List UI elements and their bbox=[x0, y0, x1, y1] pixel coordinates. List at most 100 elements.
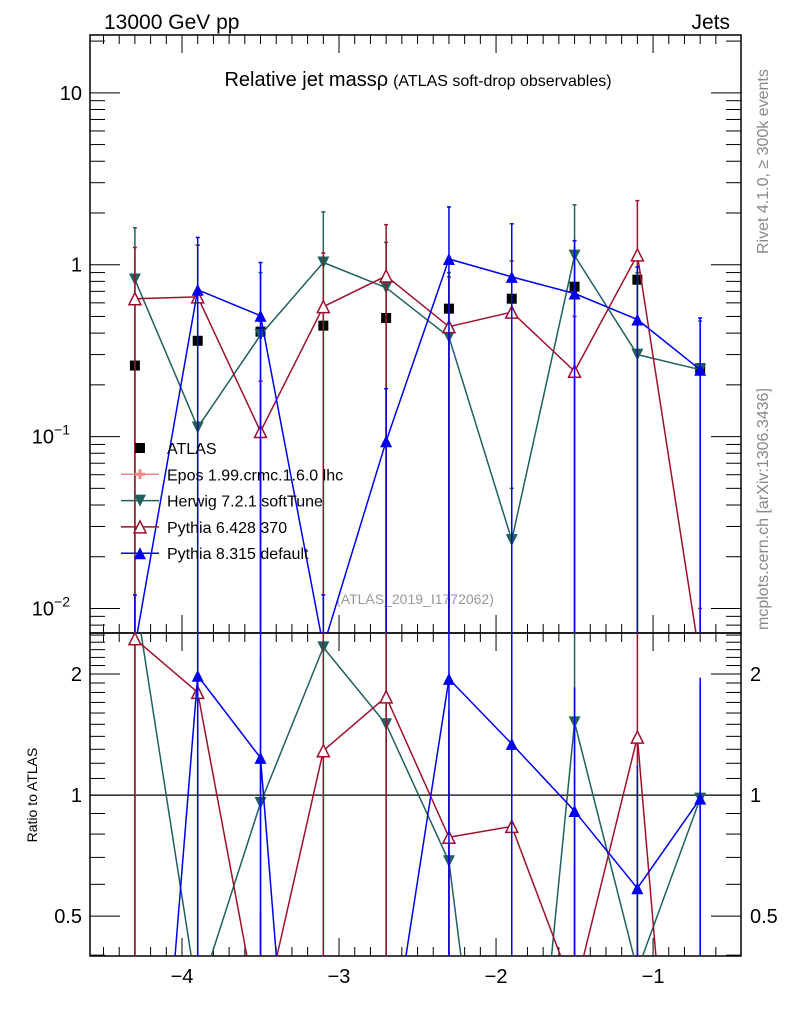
ratio-plot-frame bbox=[89, 632, 742, 957]
legend-label-herwig-7-2-1-softtune: Herwig 7.2.1 softTune bbox=[167, 494, 323, 511]
ratio-point-pythia-6-428-370 bbox=[316, 743, 331, 758]
ratio-line-pythia-8-315-default bbox=[197, 675, 262, 759]
series-line-pythia-8-315-default bbox=[197, 289, 261, 317]
series-line-herwig-7-2-1-softtune bbox=[259, 262, 324, 336]
series-line-pythia-8-315-default bbox=[448, 258, 512, 278]
legend-marker-herwig-7-2-1-softtune bbox=[134, 494, 146, 507]
chart-subtitle: (ATLAS soft-drop observables) bbox=[393, 73, 611, 90]
series-line-pythia-6-428-370 bbox=[134, 296, 198, 300]
series-line-herwig-7-2-1-softtune bbox=[573, 255, 639, 355]
ratio-line-herwig-7-2-1-softtune bbox=[259, 647, 325, 804]
ratio-line-pythia-6-428-370 bbox=[134, 638, 199, 693]
watermark: (ATLAS_2019_I1772062) bbox=[336, 591, 494, 607]
ratio-ylabel: Ratio to ATLAS bbox=[24, 748, 40, 843]
point-pythia-8-315-default bbox=[505, 270, 518, 283]
x-tick-label: −4 bbox=[171, 966, 194, 988]
ratio-line-pythia-8-315-default bbox=[573, 810, 638, 889]
ratio-point-pythia-8-315-default bbox=[631, 882, 644, 895]
ratio-point-pythia-6-428-370 bbox=[378, 689, 394, 704]
series-line-pythia-6-428-370 bbox=[511, 311, 576, 372]
header-right: Jets bbox=[691, 11, 730, 34]
series-line-pythia-8-315-default bbox=[259, 315, 322, 634]
y-tick-label: 10−1 bbox=[32, 422, 70, 449]
point-pythia-8-315-default bbox=[380, 435, 393, 448]
legend-label-pythia-6-428-370: Pythia 6.428 370 bbox=[167, 520, 287, 537]
point-pythia-8-315-default bbox=[191, 283, 204, 296]
series-line-herwig-7-2-1-softtune bbox=[323, 261, 387, 289]
series-line-pythia-8-315-default bbox=[511, 276, 575, 295]
series-line-pythia-6-428-370 bbox=[259, 306, 324, 432]
legend-label-atlas: ATLAS bbox=[167, 441, 217, 458]
ratio-y-tick-label-left: 0.5 bbox=[54, 906, 82, 928]
x-tick-label: −2 bbox=[485, 966, 508, 988]
main-series-layer bbox=[127, 199, 707, 634]
point-pythia-8-315-default bbox=[694, 363, 707, 376]
ratio-point-pythia-8-315-default bbox=[568, 805, 581, 818]
point-pythia-6-428-370 bbox=[630, 247, 645, 262]
ratio-line-herwig-7-2-1-softtune bbox=[448, 861, 462, 957]
ratio-line-herwig-7-2-1-softtune bbox=[550, 722, 576, 957]
legend-marker-pythia-6-428-370 bbox=[132, 519, 148, 534]
series-line-herwig-7-2-1-softtune bbox=[637, 353, 701, 371]
ratio-line-herwig-7-2-1-softtune bbox=[385, 723, 450, 862]
ratio-line-pythia-8-315-default bbox=[259, 757, 278, 957]
ratio-line-herwig-7-2-1-softtune bbox=[322, 646, 387, 725]
legend-label-pythia-8-315-default: Pythia 8.315 default bbox=[167, 546, 309, 563]
series-line-pythia-6-428-370 bbox=[385, 275, 450, 328]
main-plot-frame bbox=[89, 34, 742, 634]
ratio-line-herwig-7-2-1-softtune bbox=[210, 802, 262, 957]
y-tick-label: 1 bbox=[71, 255, 82, 277]
series-line-pythia-8-315-default bbox=[636, 318, 701, 371]
ratio-line-pythia-6-428-370 bbox=[511, 826, 562, 957]
series-line-herwig-7-2-1-softtune bbox=[134, 279, 199, 428]
point-pythia-8-315-default bbox=[254, 309, 267, 322]
ratio-series-layer bbox=[127, 631, 707, 957]
ratio-line-pythia-6-428-370 bbox=[322, 696, 387, 752]
ratio-y-tick-label-right: 2 bbox=[750, 664, 761, 686]
ratio-point-pythia-8-315-default bbox=[694, 792, 707, 805]
series-line-pythia-8-315-default bbox=[574, 292, 638, 321]
ratio-line-herwig-7-2-1-softtune bbox=[641, 798, 701, 957]
series-line-herwig-7-2-1-softtune bbox=[511, 255, 576, 541]
point-pythia-8-315-default bbox=[568, 287, 581, 300]
chart-title-main: Relative jet massρ bbox=[224, 69, 388, 91]
ratio-line-pythia-6-428-370 bbox=[636, 737, 657, 957]
ratio-point-pythia-8-315-default bbox=[191, 669, 204, 682]
ratio-line-pythia-8-315-default bbox=[448, 678, 513, 745]
side-label-bottom: mcplots.cern.ch [arXiv:1306.3436] bbox=[755, 388, 772, 630]
y-tick-exponent: −1 bbox=[54, 422, 70, 438]
legend-marker-pythia-8-315-default bbox=[134, 547, 146, 560]
series-line-herwig-7-2-1-softtune bbox=[448, 336, 513, 541]
y-tick-exponent: −2 bbox=[54, 593, 70, 609]
ratio-point-pythia-6-428-370 bbox=[127, 631, 143, 646]
ratio-line-pythia-8-315-default bbox=[405, 678, 450, 957]
series-line-pythia-6-428-370 bbox=[197, 296, 262, 432]
ratio-y-tick-label-right: 0.5 bbox=[750, 906, 778, 928]
x-tick-label: −1 bbox=[642, 966, 665, 988]
point-pythia-6-428-370 bbox=[127, 291, 143, 306]
x-tick-label: −3 bbox=[328, 966, 351, 988]
legend-label-epos-1-99-crmc-1-6-0-lhc: Epos 1.99.crmc.1.6.0 lhc bbox=[167, 467, 343, 484]
point-pythia-8-315-default bbox=[631, 313, 644, 326]
series-line-pythia-8-315-default bbox=[326, 440, 387, 634]
ratio-line-herwig-7-2-1-softtune bbox=[140, 632, 192, 957]
series-line-pythia-6-428-370 bbox=[636, 254, 697, 634]
side-label-top: Rivet 4.1.0, ≥ 300k events bbox=[755, 69, 772, 254]
ratio-line-pythia-6-428-370 bbox=[582, 736, 639, 957]
ratio-line-pythia-8-315-default bbox=[511, 743, 576, 812]
ratio-line-pythia-8-315-default bbox=[174, 675, 199, 957]
series-line-pythia-8-315-default bbox=[136, 289, 199, 634]
legend: ATLAS Epos 1.99.crmc.1.6.0 lhc Herwig 7.2.… bbox=[121, 441, 343, 563]
series-line-pythia-6-428-370 bbox=[323, 275, 387, 308]
ratio-y-tick-label-right: 1 bbox=[750, 785, 761, 807]
plot-layer: −4 −3 −2 −1 10 1 10−1 10−2 2 2 1 1 0.5 0.5 bbox=[32, 34, 778, 988]
series-line-pythia-6-428-370 bbox=[573, 254, 639, 372]
point-pythia-6-428-370 bbox=[316, 298, 331, 314]
ratio-line-herwig-7-2-1-softtune bbox=[573, 722, 635, 957]
series-line-herwig-7-2-1-softtune bbox=[197, 334, 262, 428]
ratio-line-pythia-6-428-370 bbox=[385, 696, 450, 838]
ratio-line-pythia-6-428-370 bbox=[196, 692, 248, 957]
header-left: 13000 GeV pp bbox=[104, 11, 239, 34]
legend-marker-epos-1-99-crmc-1-6-0-lhc bbox=[135, 469, 145, 480]
